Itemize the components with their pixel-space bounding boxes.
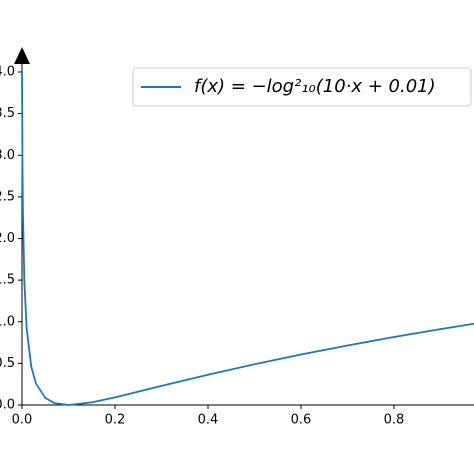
x-tick-label: 0.6	[291, 413, 312, 428]
y-axis-arrow	[14, 47, 30, 64]
x-tick-label: 0.4	[198, 413, 219, 428]
x-tick-label: 0.8	[384, 413, 405, 428]
y-tick-label: 1.5	[0, 273, 15, 288]
y-tick-label: 0.5	[0, 356, 15, 371]
y-tick-label: 3.0	[0, 148, 15, 163]
line	[21, 71, 474, 406]
x-tick-label: 0.2	[105, 413, 126, 428]
y-tick-label: 2.5	[0, 189, 15, 204]
y-tick-label: 4.0	[0, 65, 15, 80]
y-tick-label: 2.0	[0, 231, 15, 246]
legend	[132, 67, 472, 107]
y-tick-label: 1.0	[0, 314, 15, 329]
y-tick-label: 3.5	[0, 106, 15, 121]
legend-label: f(x) = −log²₁₀(10·x + 0.01)	[194, 76, 436, 97]
x-tick-label: 0.0	[12, 413, 33, 428]
y-tick-label: 0.0	[0, 398, 15, 413]
